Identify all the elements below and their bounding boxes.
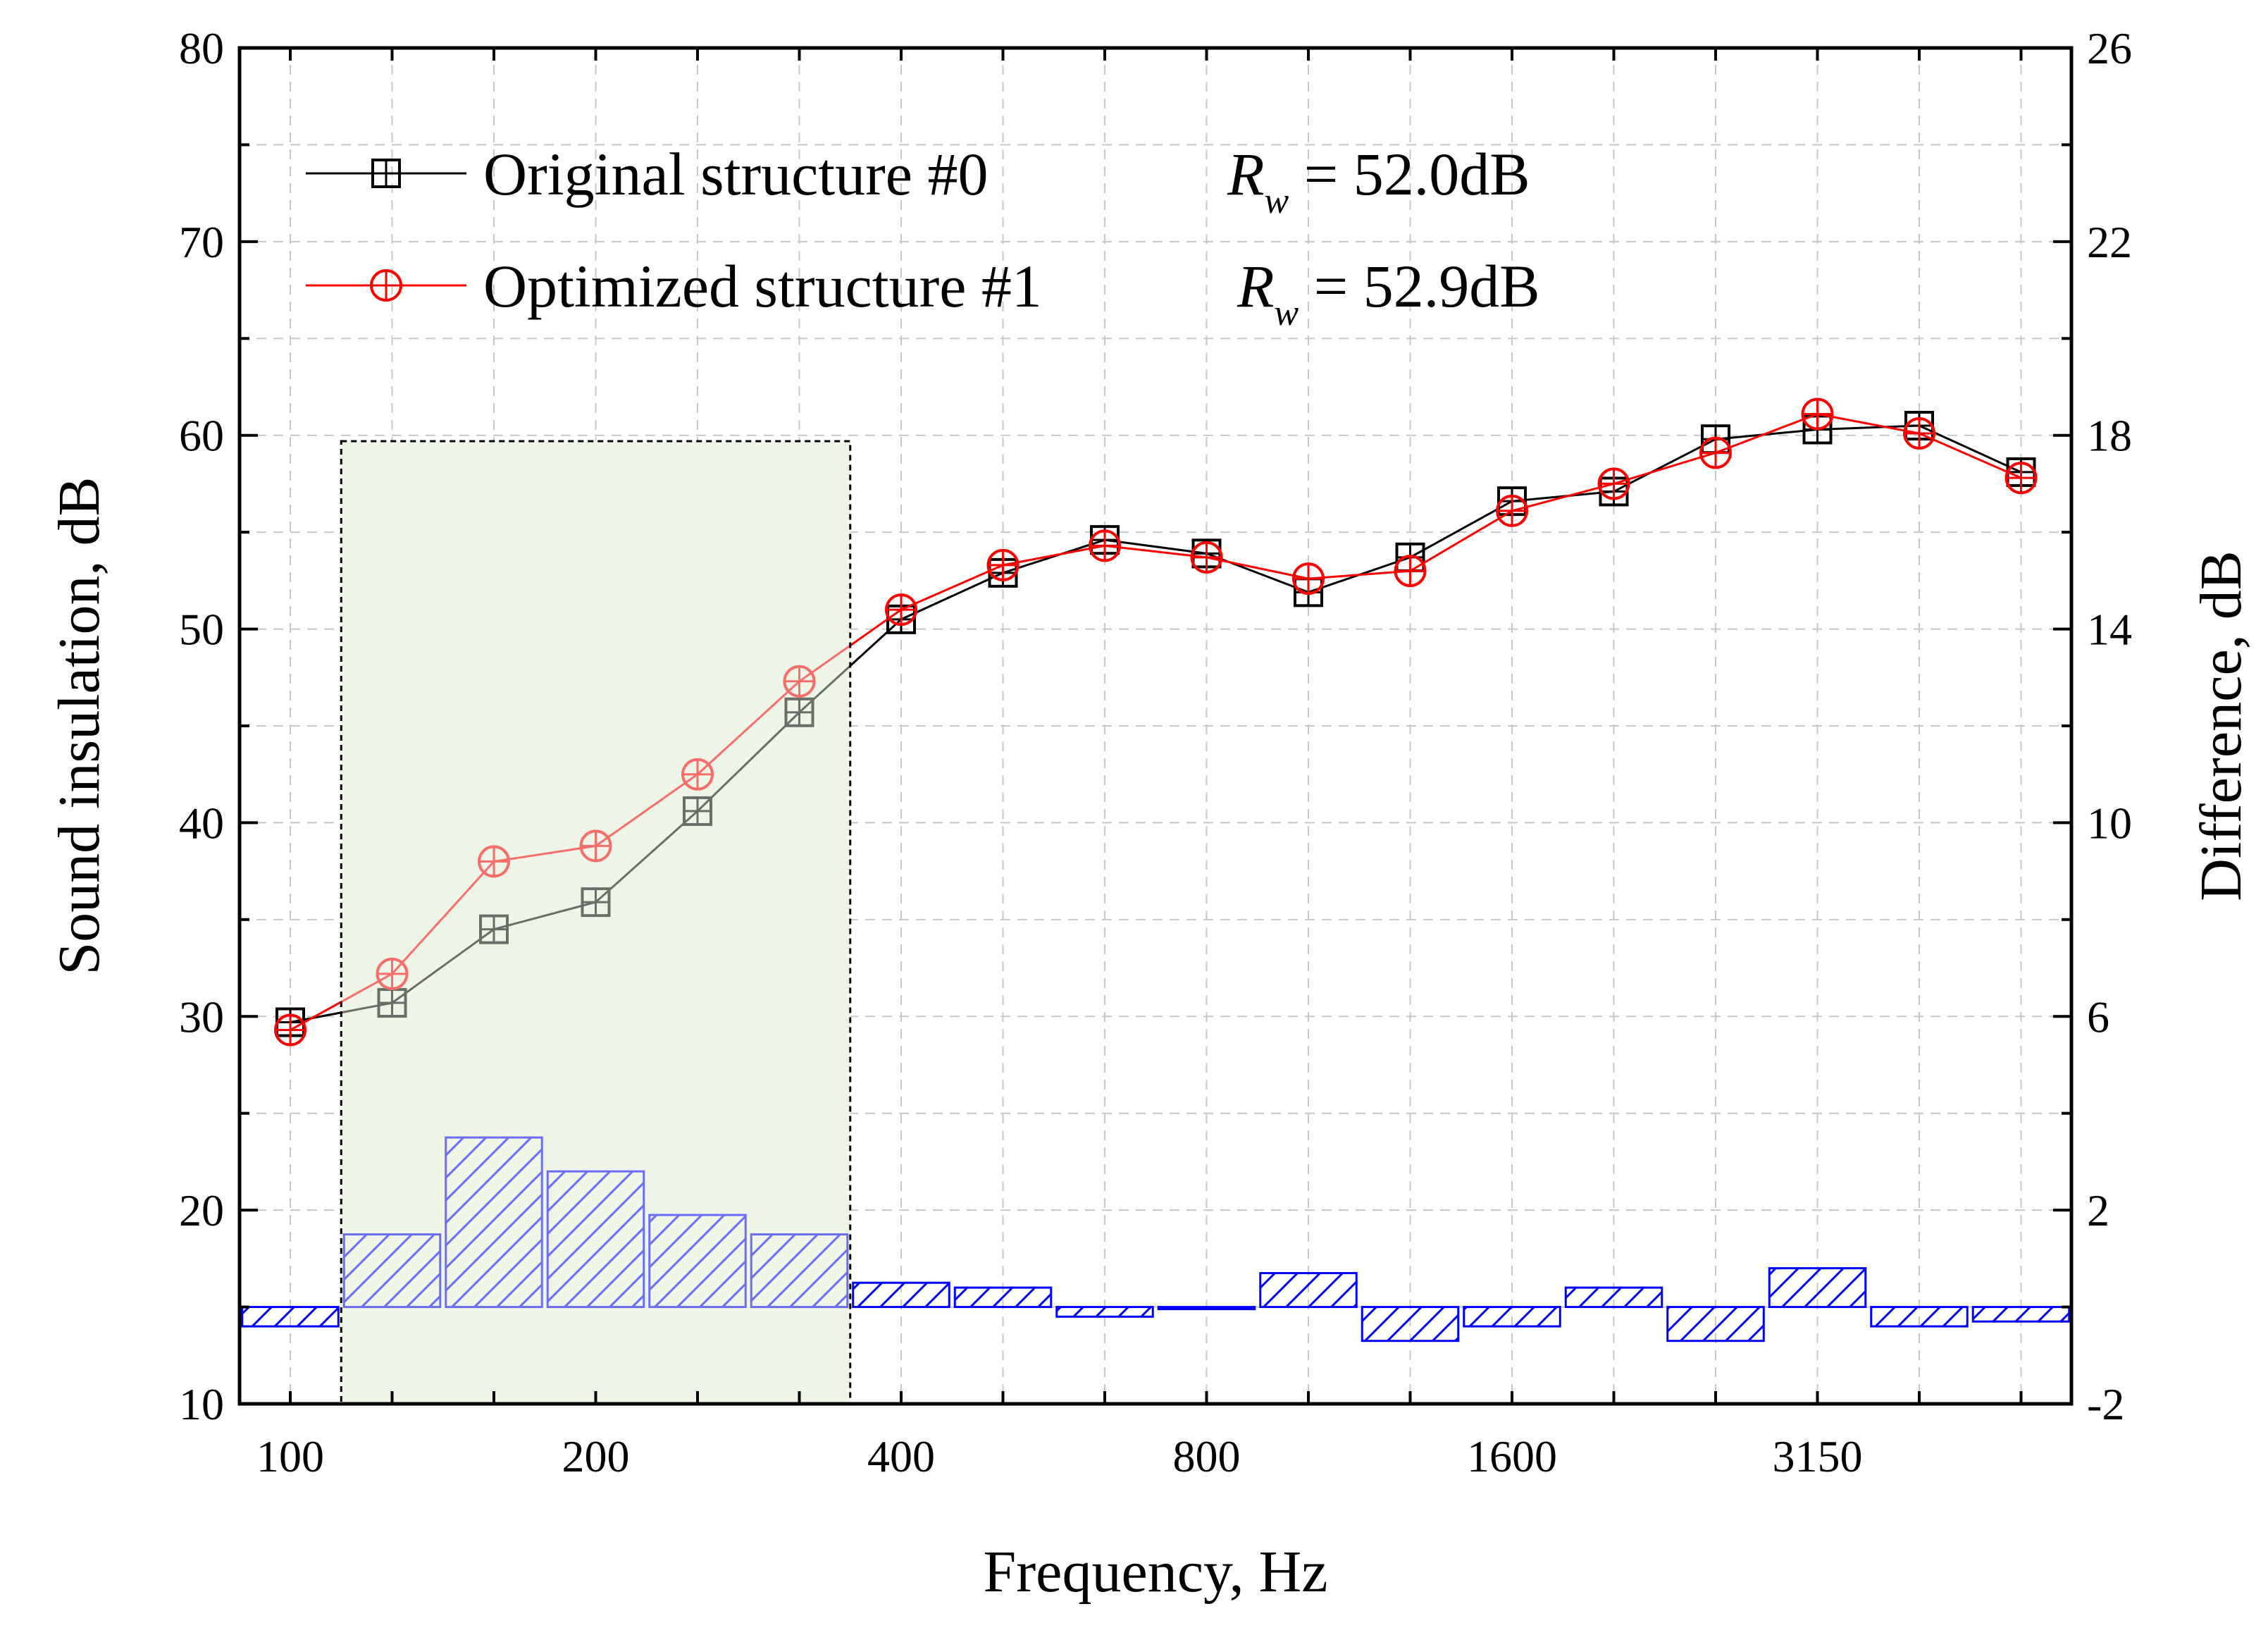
difference-bar bbox=[241, 1306, 340, 1328]
y2-tick-label: 10 bbox=[2087, 798, 2132, 848]
data-point-original-plus bbox=[378, 989, 406, 1017]
legend-rw-optimized-sub: w bbox=[1275, 293, 1299, 333]
data-point-optimized-plus bbox=[1191, 542, 1222, 572]
series-line-original bbox=[290, 424, 2022, 1024]
y-axis-title: Sound insulation, dB bbox=[47, 476, 112, 975]
data-point-optimized-plus bbox=[1599, 469, 1629, 499]
difference-bar bbox=[1259, 1271, 1358, 1309]
svg-text:Rw = 52.0dB: Rw = 52.0dB bbox=[1227, 140, 1530, 221]
legend-rw-optimized-value: = 52.9dB bbox=[1299, 252, 1539, 320]
difference-bar bbox=[750, 1233, 849, 1309]
legend-entry-original: Original structure #0 Rw = 52.0dB bbox=[306, 140, 1530, 221]
svg-text:Rw = 52.9dB: Rw = 52.9dB bbox=[1237, 252, 1540, 333]
difference-bar bbox=[648, 1214, 747, 1309]
y-tick-label: 40 bbox=[179, 798, 224, 848]
x-tick-label: 100 bbox=[256, 1431, 324, 1481]
x-axis-title: Frequency, Hz bbox=[983, 1539, 1327, 1605]
difference-bar bbox=[1564, 1286, 1663, 1309]
data-point-optimized-plus bbox=[1497, 495, 1527, 526]
difference-bar bbox=[342, 1233, 442, 1309]
data-point-original-plus bbox=[481, 915, 507, 943]
difference-bar bbox=[1666, 1306, 1765, 1343]
data-point-optimized-plus bbox=[886, 595, 916, 625]
difference-bar bbox=[1361, 1306, 1460, 1343]
data-point-optimized-plus bbox=[1090, 531, 1120, 561]
data-point-optimized-plus bbox=[581, 831, 611, 861]
y-tick-label: 80 bbox=[179, 23, 224, 73]
difference-bar bbox=[852, 1281, 950, 1309]
y2-tick-label: 14 bbox=[2087, 605, 2132, 655]
data-point-optimized-plus bbox=[1904, 418, 1934, 448]
y2-tick-label: 6 bbox=[2087, 992, 2109, 1042]
series-line-optimized bbox=[290, 412, 2022, 1031]
difference-bar bbox=[445, 1136, 543, 1309]
legend-rw-original-value: = 52.0dB bbox=[1289, 140, 1530, 208]
data-point-optimized-plus bbox=[988, 550, 1018, 580]
data-point-original-plus bbox=[786, 698, 813, 726]
y-tick-label: 10 bbox=[179, 1379, 224, 1429]
data-point-optimized-plus bbox=[377, 958, 407, 989]
legend-rw-original-symbol: R bbox=[1227, 140, 1265, 208]
series-lines bbox=[274, 397, 2038, 1047]
data-point-optimized-plus bbox=[683, 759, 712, 789]
y-tick-label: 60 bbox=[179, 411, 224, 461]
legend-marker-optimized-plus bbox=[371, 271, 401, 300]
difference-bar bbox=[1463, 1306, 1561, 1328]
y-tick-label: 20 bbox=[179, 1185, 224, 1235]
data-point-optimized-plus bbox=[1701, 438, 1730, 468]
x-tick-label: 3150 bbox=[1773, 1431, 1863, 1481]
legend-entry-optimized: Optimized structure #1 Rw = 52.9dB bbox=[306, 252, 1540, 333]
x-tick-label: 200 bbox=[562, 1431, 630, 1481]
y-tick-label: 30 bbox=[179, 992, 224, 1042]
difference-bar bbox=[1055, 1306, 1154, 1318]
axes bbox=[237, 46, 2074, 1406]
difference-bars bbox=[241, 1136, 2071, 1343]
difference-bar bbox=[1870, 1306, 1969, 1328]
data-point-optimized-plus bbox=[479, 846, 509, 877]
legend: Original structure #0 Rw = 52.0dB Optimi… bbox=[306, 140, 1540, 333]
y2-tick-label: 22 bbox=[2087, 217, 2132, 267]
x-tick-label: 1600 bbox=[1467, 1431, 1557, 1481]
y2-tick-label: -2 bbox=[2087, 1379, 2124, 1429]
difference-bar bbox=[1971, 1306, 2071, 1323]
x-tick-label: 400 bbox=[867, 1431, 935, 1481]
difference-bar bbox=[953, 1286, 1053, 1309]
data-point-optimized-plus bbox=[1294, 564, 1323, 594]
x-tick-label: 800 bbox=[1173, 1431, 1241, 1481]
data-point-optimized-plus bbox=[275, 1015, 305, 1045]
highlight-region-border bbox=[340, 440, 852, 1405]
highlight-region-overlay bbox=[340, 440, 852, 1405]
data-point-optimized-plus bbox=[1395, 556, 1425, 586]
data-point-original-plus bbox=[684, 797, 711, 825]
legend-rw-original-sub: w bbox=[1265, 181, 1289, 221]
y-tick-label: 50 bbox=[179, 605, 224, 655]
difference-bar bbox=[546, 1170, 645, 1309]
data-point-optimized-plus bbox=[784, 666, 814, 696]
y2-tick-label: 26 bbox=[2087, 23, 2132, 73]
y-tick-label: 70 bbox=[179, 217, 224, 267]
data-point-optimized-plus bbox=[1802, 399, 1833, 429]
legend-marker-original-plus bbox=[373, 160, 399, 187]
y2-axis-title: Difference, dB bbox=[2188, 550, 2254, 901]
y2-tick-label: 18 bbox=[2087, 411, 2132, 461]
y2-tick-label: 2 bbox=[2087, 1185, 2109, 1235]
data-point-original-plus bbox=[582, 889, 609, 916]
legend-rw-optimized-symbol: R bbox=[1237, 252, 1275, 320]
difference-bar bbox=[1157, 1306, 1256, 1311]
legend-label-original: Original structure #0 bbox=[483, 140, 988, 208]
legend-label-optimized: Optimized structure #1 bbox=[483, 252, 1042, 320]
difference-bar bbox=[1768, 1267, 1867, 1309]
data-point-optimized-plus bbox=[2006, 463, 2036, 493]
